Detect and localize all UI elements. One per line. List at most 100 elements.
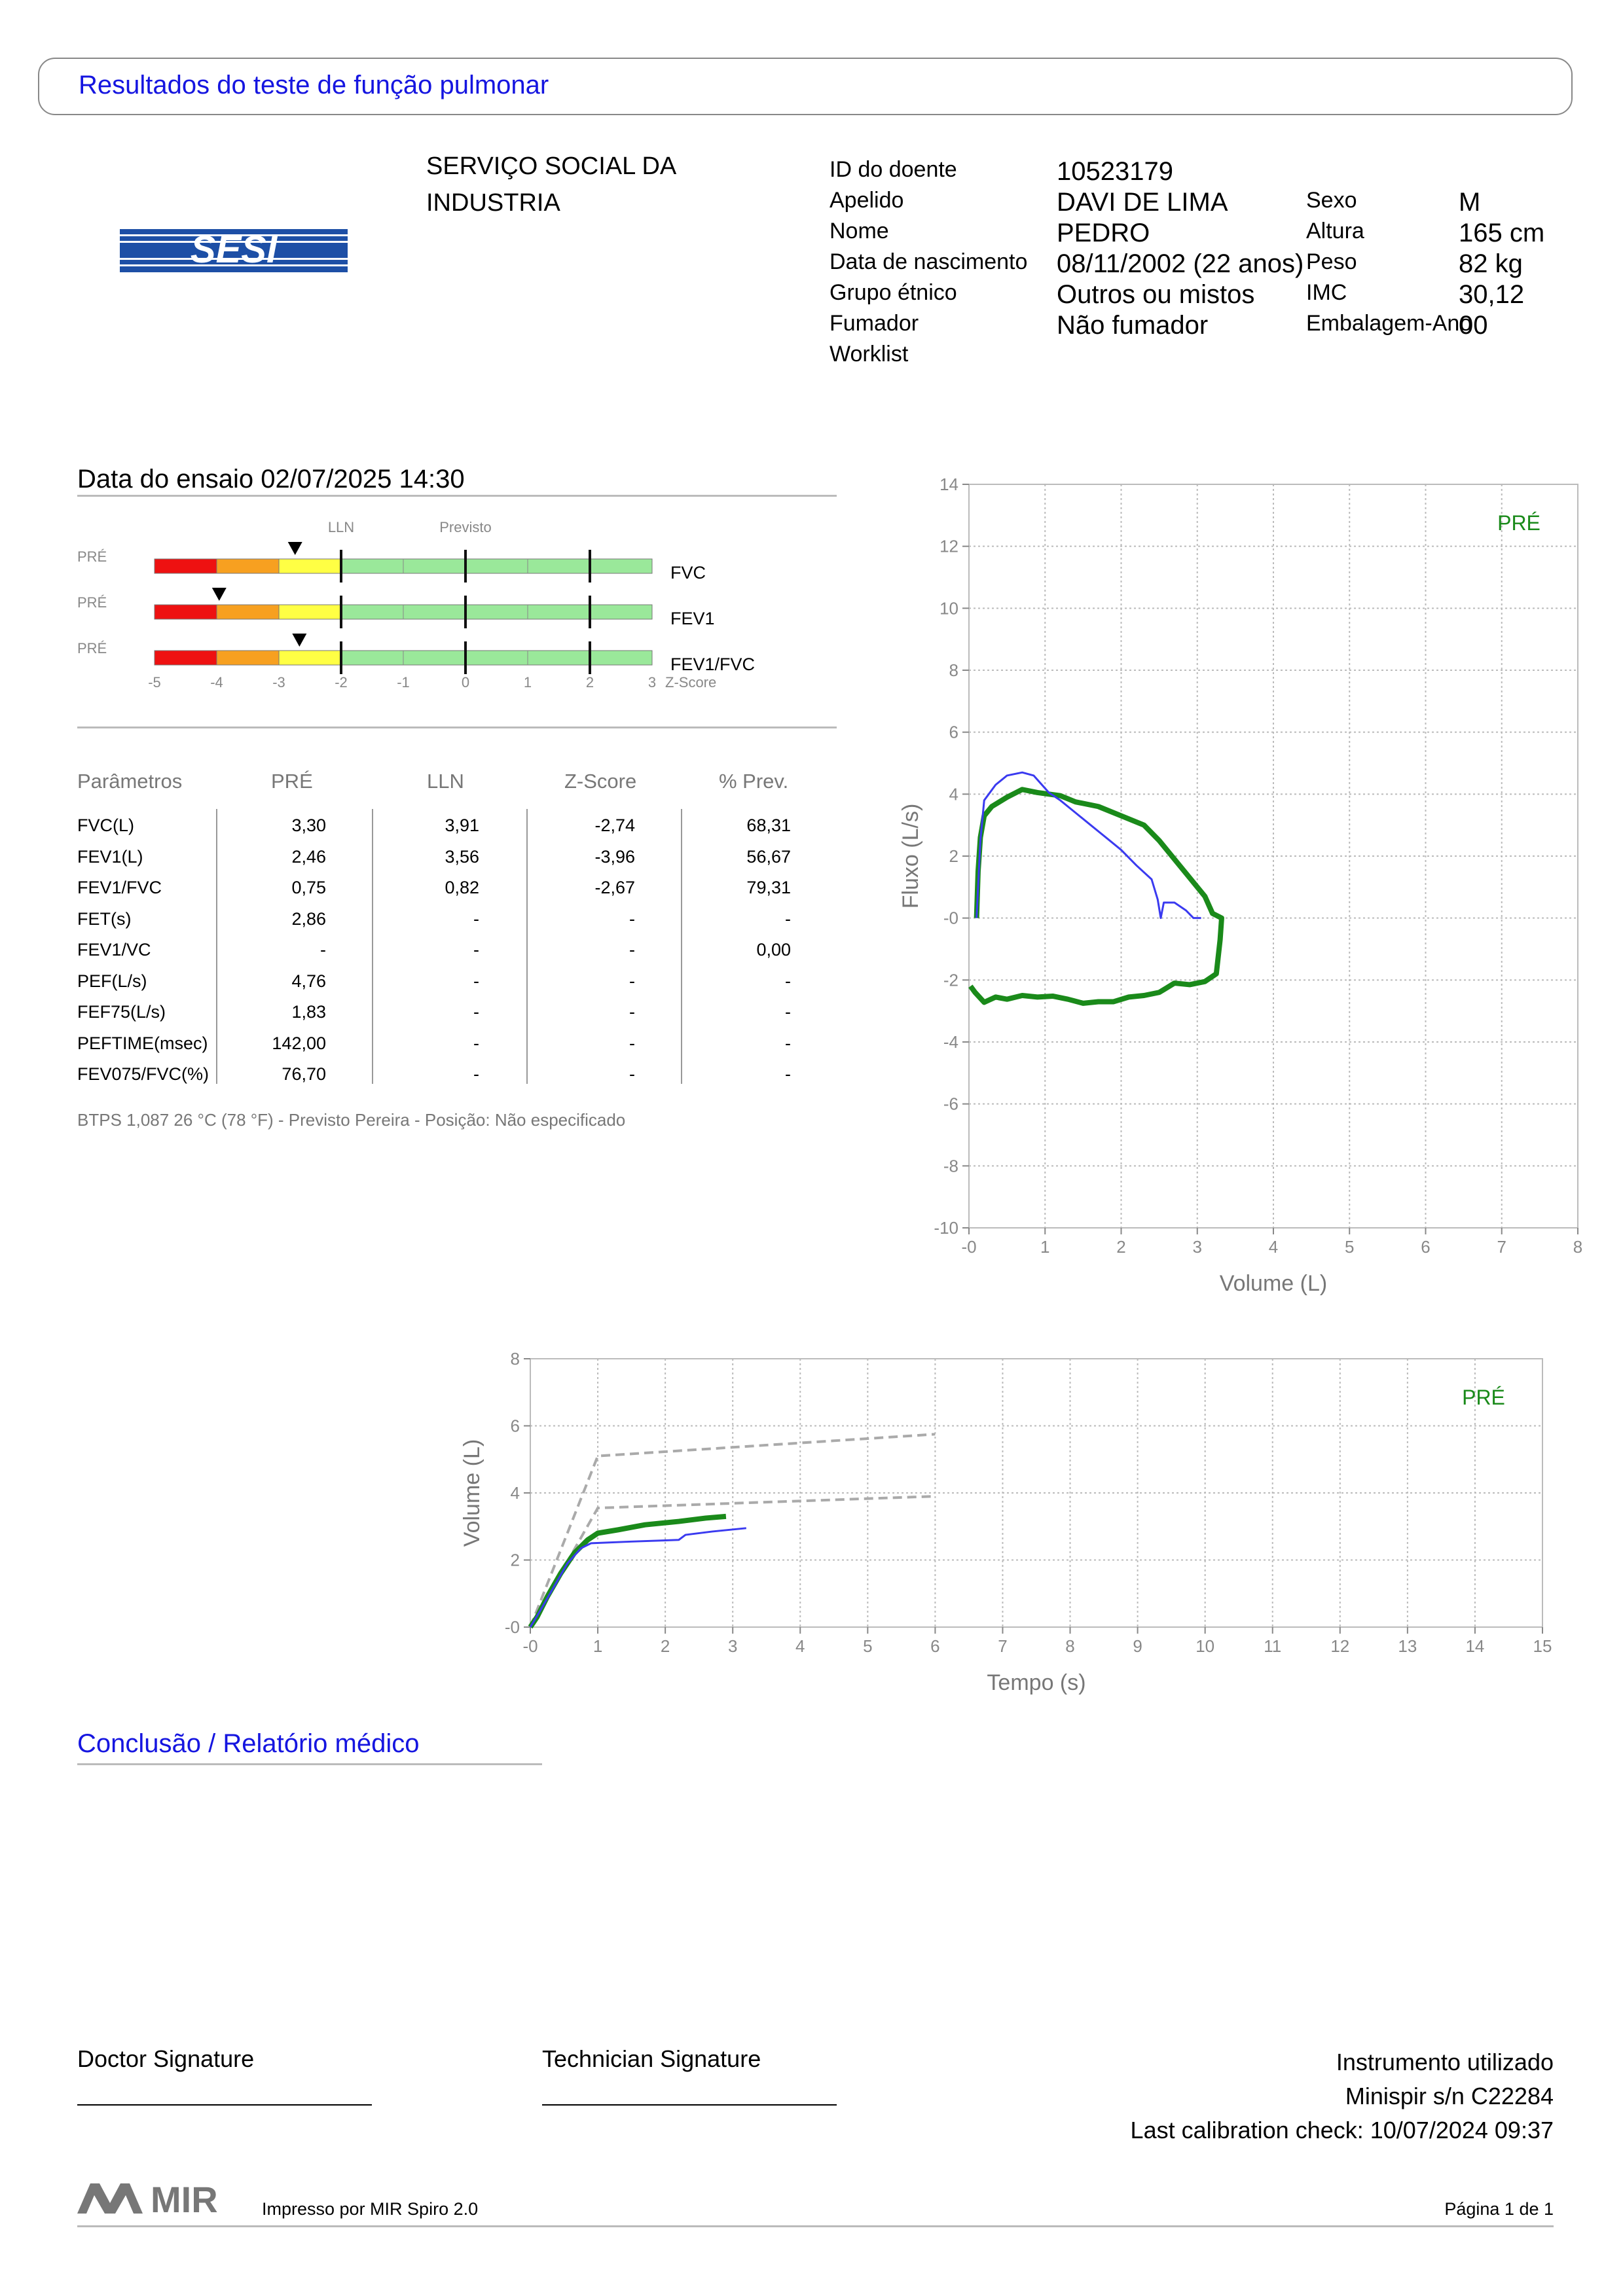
table-header-pct-pred: % Prev. [719, 770, 789, 793]
y-tick-label: 6 [511, 1416, 520, 1436]
x-tick-label: 12 [1330, 1636, 1349, 1656]
y-tick-label: -4 [943, 1032, 958, 1052]
x-tick-label: 2 [661, 1636, 670, 1656]
param-name: PEFTIME(msec) [77, 1033, 208, 1053]
series-line-pre-trial [529, 1527, 746, 1628]
parameter-label: FEV1 [670, 609, 715, 628]
logo-text: SESI [191, 229, 278, 271]
table-cell: - [629, 940, 635, 960]
table-cell: 3,30 [291, 816, 326, 835]
table-cell: - [473, 940, 479, 960]
param-name: FEV075/FVC(%) [77, 1064, 210, 1084]
sex-value: M [1459, 188, 1481, 217]
x-tick-label: 11 [1264, 1636, 1281, 1656]
table-cell: 142,00 [272, 1033, 326, 1053]
surname-label: Apelido [830, 188, 904, 213]
y-tick-label: -8 [943, 1156, 958, 1175]
zone-green [340, 650, 653, 666]
series-line-pre-best [968, 787, 1224, 1006]
bmi-label: IMC [1306, 280, 1347, 305]
table-header-pre: PRÉ [271, 770, 313, 793]
y-tick-label: 12 [939, 537, 958, 556]
doctor-signature-label: Doctor Signature [77, 2045, 255, 2072]
zscore-tick: 1 [524, 674, 532, 691]
x-tick-label: -0 [522, 1636, 538, 1656]
legend-label: PRÉ [1497, 511, 1541, 535]
table-cell: 3,91 [445, 816, 479, 835]
table-cell: -2,74 [594, 816, 635, 835]
x-tick-label: 1 [593, 1636, 602, 1656]
x-axis-label: Tempo (s) [987, 1670, 1085, 1695]
sex-label: Sexo [1306, 188, 1357, 213]
table-cell: - [785, 1064, 791, 1084]
flow-volume-chart: -0 1 2 3 4 5 6 7 8 14 12 10 8 6 4 2 -0 -2 -4 -6 -8 -10 Volume … [858, 465, 1591, 1332]
zscore-tick: 3 [648, 674, 656, 691]
table-cell: - [629, 1064, 635, 1084]
sesi-logo: SESI [120, 228, 348, 276]
doctor-signature-line[interactable] [77, 2104, 372, 2106]
pack-years-value: 00 [1459, 311, 1488, 340]
parameters-table: Parâmetros PRÉ LLN Z-Score % Prev. FVC(L… [77, 766, 837, 1086]
table-cell: -3,96 [594, 846, 635, 867]
zone-orange [216, 650, 280, 666]
sesi-logo-graphic: SESI [120, 228, 348, 272]
y-tick-label: 2 [949, 846, 958, 866]
y-tick-label: 2 [511, 1551, 520, 1570]
table-cell: 0,75 [291, 878, 326, 897]
y-tick-label: -2 [943, 970, 958, 990]
y-tick-label: -0 [505, 1617, 520, 1637]
table-cell: 4,76 [291, 971, 326, 991]
x-tick-label: 3 [1193, 1237, 1202, 1257]
technician-signature-line[interactable] [542, 2104, 837, 2106]
x-tick-label: 2 [1116, 1237, 1125, 1257]
table-cell: 0,00 [756, 940, 791, 960]
zscore-marker [211, 588, 227, 601]
table-cell: - [473, 1064, 479, 1084]
conclusion-text-area[interactable] [77, 1775, 1557, 1998]
volume-time-chart: -0 1 2 3 4 5 6 7 8 9 10 11 12 13 14 15 8 6 4 2 -0 Tempo (s) Vo… [419, 1335, 1597, 1718]
param-name: FEV1/VC [77, 940, 151, 960]
series-line-pre-trial [976, 771, 1201, 920]
zone-red [154, 558, 217, 574]
zscore-chart: LLN Previsto PRÉ FVC PRÉ FEV1 PRÉ FEV1/FVC -5 -4 -… [77, 511, 830, 710]
y-tick-label: 8 [511, 1349, 520, 1369]
divider [77, 1763, 542, 1765]
zone-green [340, 604, 653, 620]
report-title: Resultados do teste de função pulmonar [79, 71, 549, 99]
table-cell: 2,46 [291, 846, 326, 867]
x-tick-label: 1 [1040, 1237, 1049, 1257]
x-tick-label: 6 [930, 1636, 939, 1656]
worklist-label: Worklist [830, 342, 909, 367]
x-tick-label: 5 [1345, 1237, 1354, 1257]
x-axis-label: Volume (L) [1220, 1271, 1327, 1296]
y-tick-label: 14 [939, 475, 958, 494]
height-value: 165 cm [1459, 219, 1545, 247]
table-cell: - [473, 1002, 479, 1022]
row-label: PRÉ [77, 594, 107, 611]
birthdate-value: 08/11/2002 (22 anos) [1057, 249, 1304, 278]
zscore-tick: -4 [210, 674, 223, 691]
table-header-param: Parâmetros [77, 770, 183, 793]
column-separator [681, 809, 682, 1084]
zone-yellow [278, 604, 342, 620]
y-axis-label: Volume (L) [460, 1439, 484, 1547]
y-tick-label: -6 [943, 1094, 958, 1114]
ethnic-group-label: Grupo étnico [830, 280, 957, 305]
param-name: FEF75(L/s) [77, 1002, 166, 1022]
table-cell: - [473, 908, 479, 929]
param-name: PEF(L/s) [77, 971, 147, 991]
btps-note: BTPS 1,087 26 °C (78 °F) - Previsto Pere… [77, 1110, 626, 1130]
institution-line-1: SERVIÇO SOCIAL DA [426, 152, 677, 180]
birthdate-label: Data de nascimento [830, 249, 1028, 274]
divider [77, 495, 837, 497]
param-name: FVC(L) [77, 816, 134, 835]
parameter-label: FEV1/FVC [670, 655, 755, 674]
table-cell: 3,56 [445, 846, 479, 867]
x-tick-label: 13 [1398, 1636, 1417, 1656]
height-label: Altura [1306, 219, 1364, 243]
ethnic-group-value: Outros ou mistos [1057, 280, 1255, 309]
zscore-tick: -1 [397, 674, 410, 691]
mir-logo-graphic: MIR [77, 2179, 218, 2220]
table-cell: 68,31 [746, 816, 791, 835]
zone-orange [216, 558, 280, 574]
